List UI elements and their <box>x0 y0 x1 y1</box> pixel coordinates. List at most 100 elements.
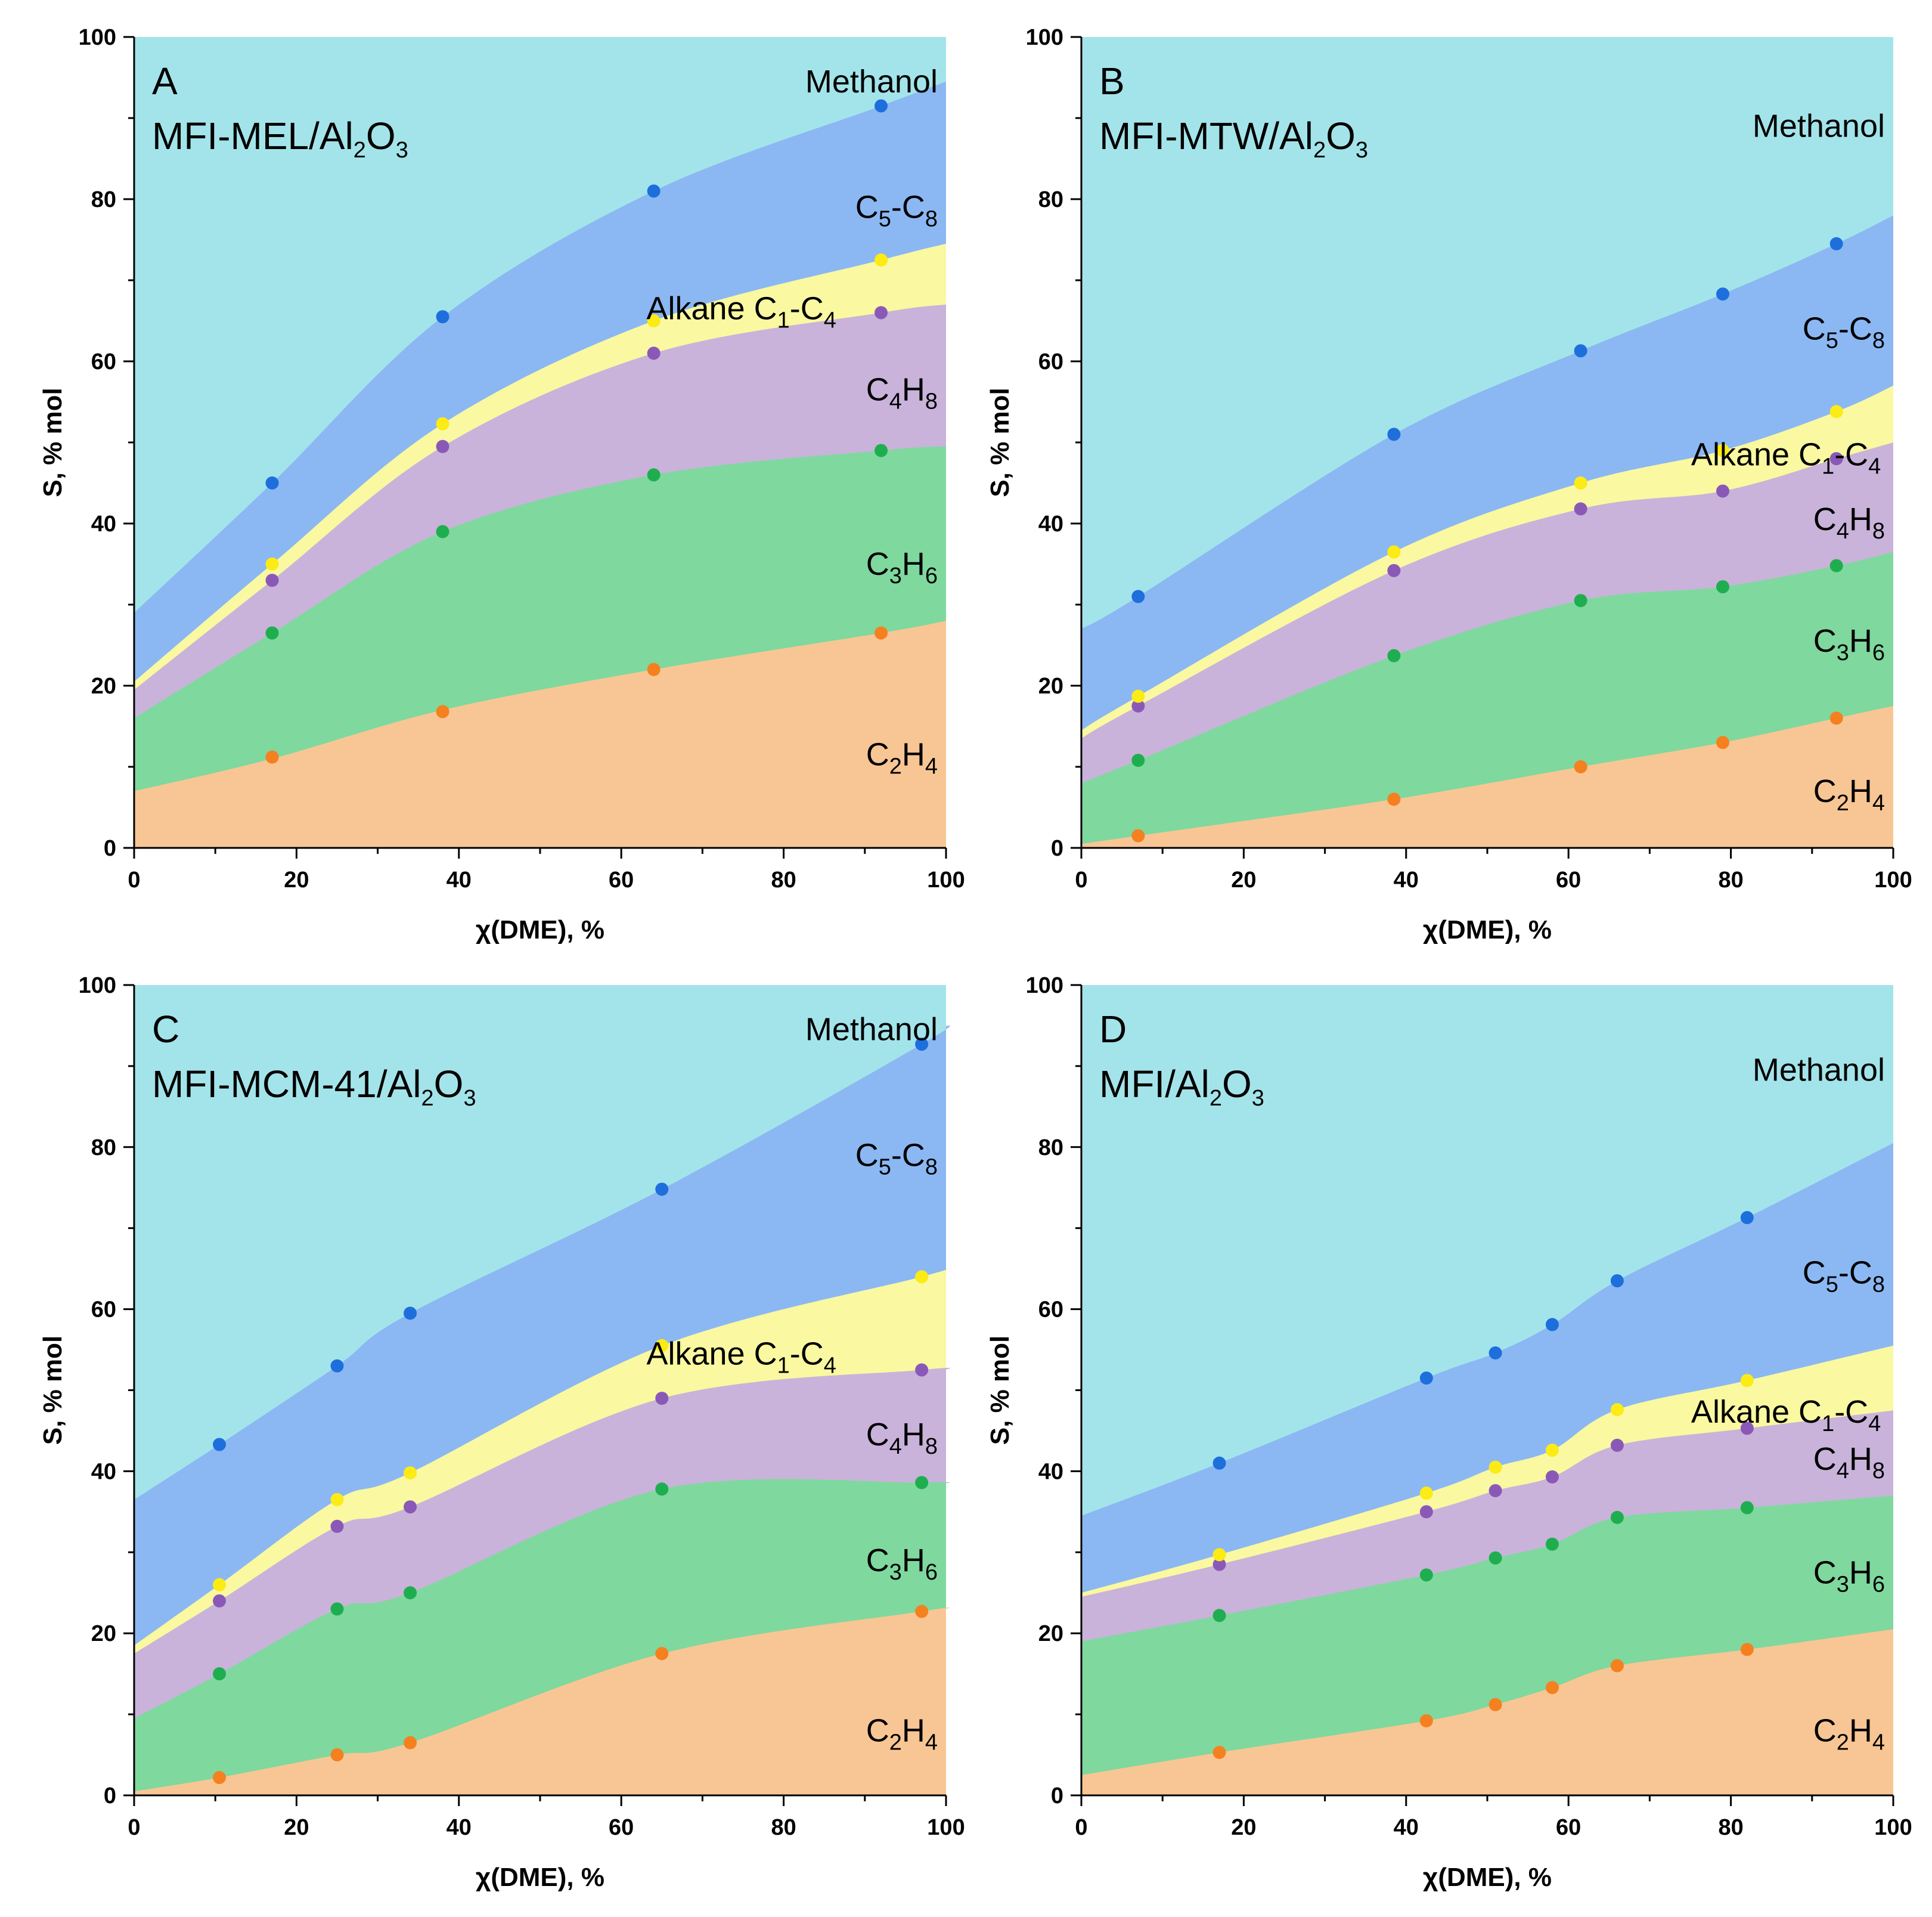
point-alkane-c1-c4 <box>436 417 449 431</box>
point-c3h6 <box>1419 1568 1433 1582</box>
series-label-c5-c8: C5-C8 <box>1803 1255 1885 1297</box>
series-label-c2h4: C2H4 <box>1813 1712 1885 1755</box>
y-tick-label: 0 <box>1051 1783 1063 1808</box>
series-label-c5-c8-part: 5 <box>879 1154 891 1179</box>
panel-letter: B <box>1099 60 1125 103</box>
panel-title-part: 2 <box>353 138 366 163</box>
series-label-methanol: Methanol <box>805 64 938 100</box>
point-alkane-c1-c4 <box>404 1466 417 1480</box>
point-alkane-c1-c4 <box>655 1339 669 1352</box>
series-label-c4h8-part: C <box>1813 1441 1837 1477</box>
series-label-methanol-part: Methanol <box>1753 1052 1885 1088</box>
x-tick-label: 20 <box>284 1815 309 1840</box>
x-tick-label: 20 <box>1231 1815 1256 1840</box>
series-label-alkane-c1-c4: Alkane C1-C4 <box>646 291 836 333</box>
series-label-c4h8: C4H8 <box>1813 1441 1885 1484</box>
point-c4h8 <box>1131 699 1145 713</box>
series-label-c2h4-part: 4 <box>1872 1730 1885 1755</box>
point-alkane-c1-c4 <box>647 314 660 327</box>
point-c2h4 <box>1419 1714 1433 1727</box>
series-label-c4h8-part: 4 <box>889 389 902 414</box>
point-c2h4 <box>1829 711 1843 725</box>
point-c2h4 <box>265 750 279 764</box>
y-tick-label: 100 <box>1026 25 1063 50</box>
panel-title-part: MFI-MTW/Al <box>1099 114 1313 157</box>
point-c5-c8 <box>330 1359 344 1373</box>
series-label-c4h8-part: 4 <box>1837 1458 1849 1484</box>
point-alkane-c1-c4 <box>874 253 888 267</box>
point-c2h4 <box>1488 1698 1502 1711</box>
point-alkane-c1-c4 <box>1740 1374 1754 1388</box>
point-c3h6 <box>1488 1551 1502 1565</box>
x-tick-label: 0 <box>128 1815 140 1840</box>
y-axis-label: S, % mol <box>985 388 1015 497</box>
y-tick-label: 0 <box>1051 836 1063 861</box>
series-label-c2h4: C2H4 <box>866 1712 938 1755</box>
panel-title-part: 3 <box>396 138 408 163</box>
series-label-c3h6-part: C <box>866 1543 889 1578</box>
x-axis-label: χ(DME), % <box>1423 915 1552 944</box>
series-label-alkane-c1-c4-part: -C <box>1834 1394 1868 1430</box>
x-tick-label: 100 <box>1874 868 1912 893</box>
series-label-c2h4-part: 2 <box>889 754 902 779</box>
point-c4h8 <box>1212 1557 1226 1571</box>
series-label-alkane-c1-c4-part: 1 <box>1822 454 1834 479</box>
series-label-c5-c8-part: C <box>855 1137 879 1173</box>
x-axis-label: χ(DME), % <box>1423 1863 1552 1892</box>
point-c4h8 <box>1545 1470 1559 1484</box>
series-label-c5-c8-part: C <box>1803 1255 1826 1290</box>
point-c5-c8 <box>1131 590 1145 603</box>
point-c3h6 <box>1212 1609 1226 1622</box>
series-label-c5-c8-part: 8 <box>1872 329 1885 354</box>
series-label-c5-c8-part: 8 <box>1872 1272 1885 1297</box>
series-label-c3h6-part: C <box>1813 1554 1837 1590</box>
series-label-c2h4-part: 2 <box>889 1730 902 1755</box>
series-label-c3h6-part: H <box>1849 1554 1872 1590</box>
panel-title-part: 2 <box>1313 138 1326 163</box>
point-c3h6 <box>436 525 449 538</box>
panel-title-part: 2 <box>421 1086 434 1111</box>
point-alkane-c1-c4 <box>1419 1486 1433 1500</box>
y-tick-label: 20 <box>1038 674 1063 699</box>
y-tick-label: 100 <box>1026 973 1063 998</box>
point-c5-c8 <box>404 1306 417 1320</box>
series-label-c3h6: C3H6 <box>1813 623 1885 665</box>
series-label-c4h8-part: 8 <box>925 389 938 414</box>
point-c5-c8 <box>1545 1318 1559 1331</box>
panel-title-part: MFI-MEL/Al <box>152 114 353 157</box>
point-c5-c8 <box>874 99 888 113</box>
point-c4h8 <box>213 1594 227 1608</box>
point-c5-c8 <box>1419 1371 1433 1385</box>
series-label-alkane-c1-c4-part: Alkane C <box>1691 436 1822 472</box>
point-c4h8 <box>915 1363 929 1377</box>
panel-b: 0 20 40 60 80 100 0 20 40 60 80 100 χ(DME), % S, % mo… <box>985 25 1912 944</box>
panel-title-part: MFI-MCM-41/Al <box>152 1063 421 1105</box>
x-tick-label: 60 <box>1556 868 1581 893</box>
series-label-c4h8-part: 4 <box>1837 519 1849 544</box>
x-tick-label: 40 <box>446 868 472 893</box>
panel-c: 0 20 40 60 80 100 0 20 40 60 80 100 χ(DME), % S, % mo… <box>38 973 965 1892</box>
y-tick-label: 60 <box>91 1297 116 1323</box>
series-label-c3h6-part: 3 <box>1837 1572 1849 1597</box>
series-label-c3h6-part: 3 <box>1837 640 1849 665</box>
x-tick-label: 80 <box>1718 1815 1743 1840</box>
series-label-alkane-c1-c4-part: -C <box>790 1336 824 1371</box>
series-label-c2h4-part: C <box>1813 1712 1837 1748</box>
point-c4h8 <box>265 574 279 587</box>
series-label-c5-c8-part: 8 <box>925 207 938 232</box>
series-label-c2h4: C2H4 <box>866 737 938 779</box>
point-c3h6 <box>404 1586 417 1600</box>
point-alkane-c1-c4 <box>1545 1444 1559 1457</box>
point-c2h4 <box>1212 1745 1226 1759</box>
x-axis-label: χ(DME), % <box>476 915 604 944</box>
series-label-c3h6-part: C <box>1813 623 1837 659</box>
panel-title-part: O <box>434 1063 464 1105</box>
series-label-c3h6-part: 6 <box>925 563 938 589</box>
y-axis-label: S, % mol <box>985 1336 1015 1445</box>
point-c4h8 <box>1574 502 1587 516</box>
point-c3h6 <box>874 444 888 457</box>
x-tick-label: 60 <box>1556 1815 1581 1840</box>
point-c5-c8 <box>1740 1211 1754 1225</box>
series-label-alkane-c1-c4-part: 4 <box>1868 454 1881 479</box>
series-label-c2h4-part: H <box>902 737 925 773</box>
